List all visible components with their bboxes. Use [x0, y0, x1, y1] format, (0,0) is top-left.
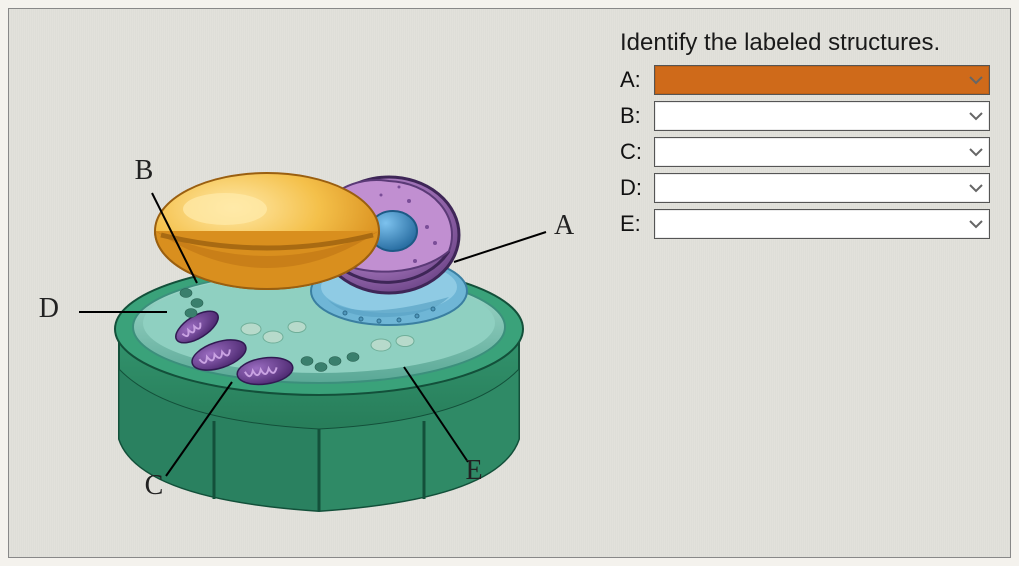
- cell-diagram: A B C D E: [49, 69, 629, 539]
- panel-title: Identify the labeled structures.: [620, 29, 990, 57]
- row-label-A: A:: [620, 67, 648, 93]
- dropdown-A[interactable]: [654, 65, 990, 95]
- row-B: B:: [620, 101, 990, 131]
- row-A: A:: [620, 65, 990, 95]
- chevron-down-icon: [969, 111, 983, 121]
- chevron-down-icon: [969, 147, 983, 157]
- answer-panel: Identify the labeled structures. A: B: C…: [620, 29, 990, 245]
- row-E: E:: [620, 209, 990, 239]
- row-D: D:: [620, 173, 990, 203]
- dropdown-D[interactable]: [654, 173, 990, 203]
- chevron-down-icon: [969, 219, 983, 229]
- chevron-down-icon: [969, 75, 983, 85]
- dropdown-B[interactable]: [654, 101, 990, 131]
- label-D: D: [39, 293, 59, 324]
- label-E: E: [465, 455, 482, 486]
- row-C: C:: [620, 137, 990, 167]
- vacuole: [155, 173, 379, 289]
- label-B: B: [135, 155, 154, 186]
- line-A: [454, 232, 546, 262]
- row-label-D: D:: [620, 175, 648, 201]
- chevron-down-icon: [969, 183, 983, 193]
- row-label-C: C:: [620, 139, 648, 165]
- row-label-E: E:: [620, 211, 648, 237]
- dropdown-E[interactable]: [654, 209, 990, 239]
- label-C: C: [145, 470, 164, 501]
- row-label-B: B:: [620, 103, 648, 129]
- dropdown-C[interactable]: [654, 137, 990, 167]
- content-frame: A B C D E Identify the labeled structure…: [8, 8, 1011, 558]
- label-A: A: [554, 210, 575, 241]
